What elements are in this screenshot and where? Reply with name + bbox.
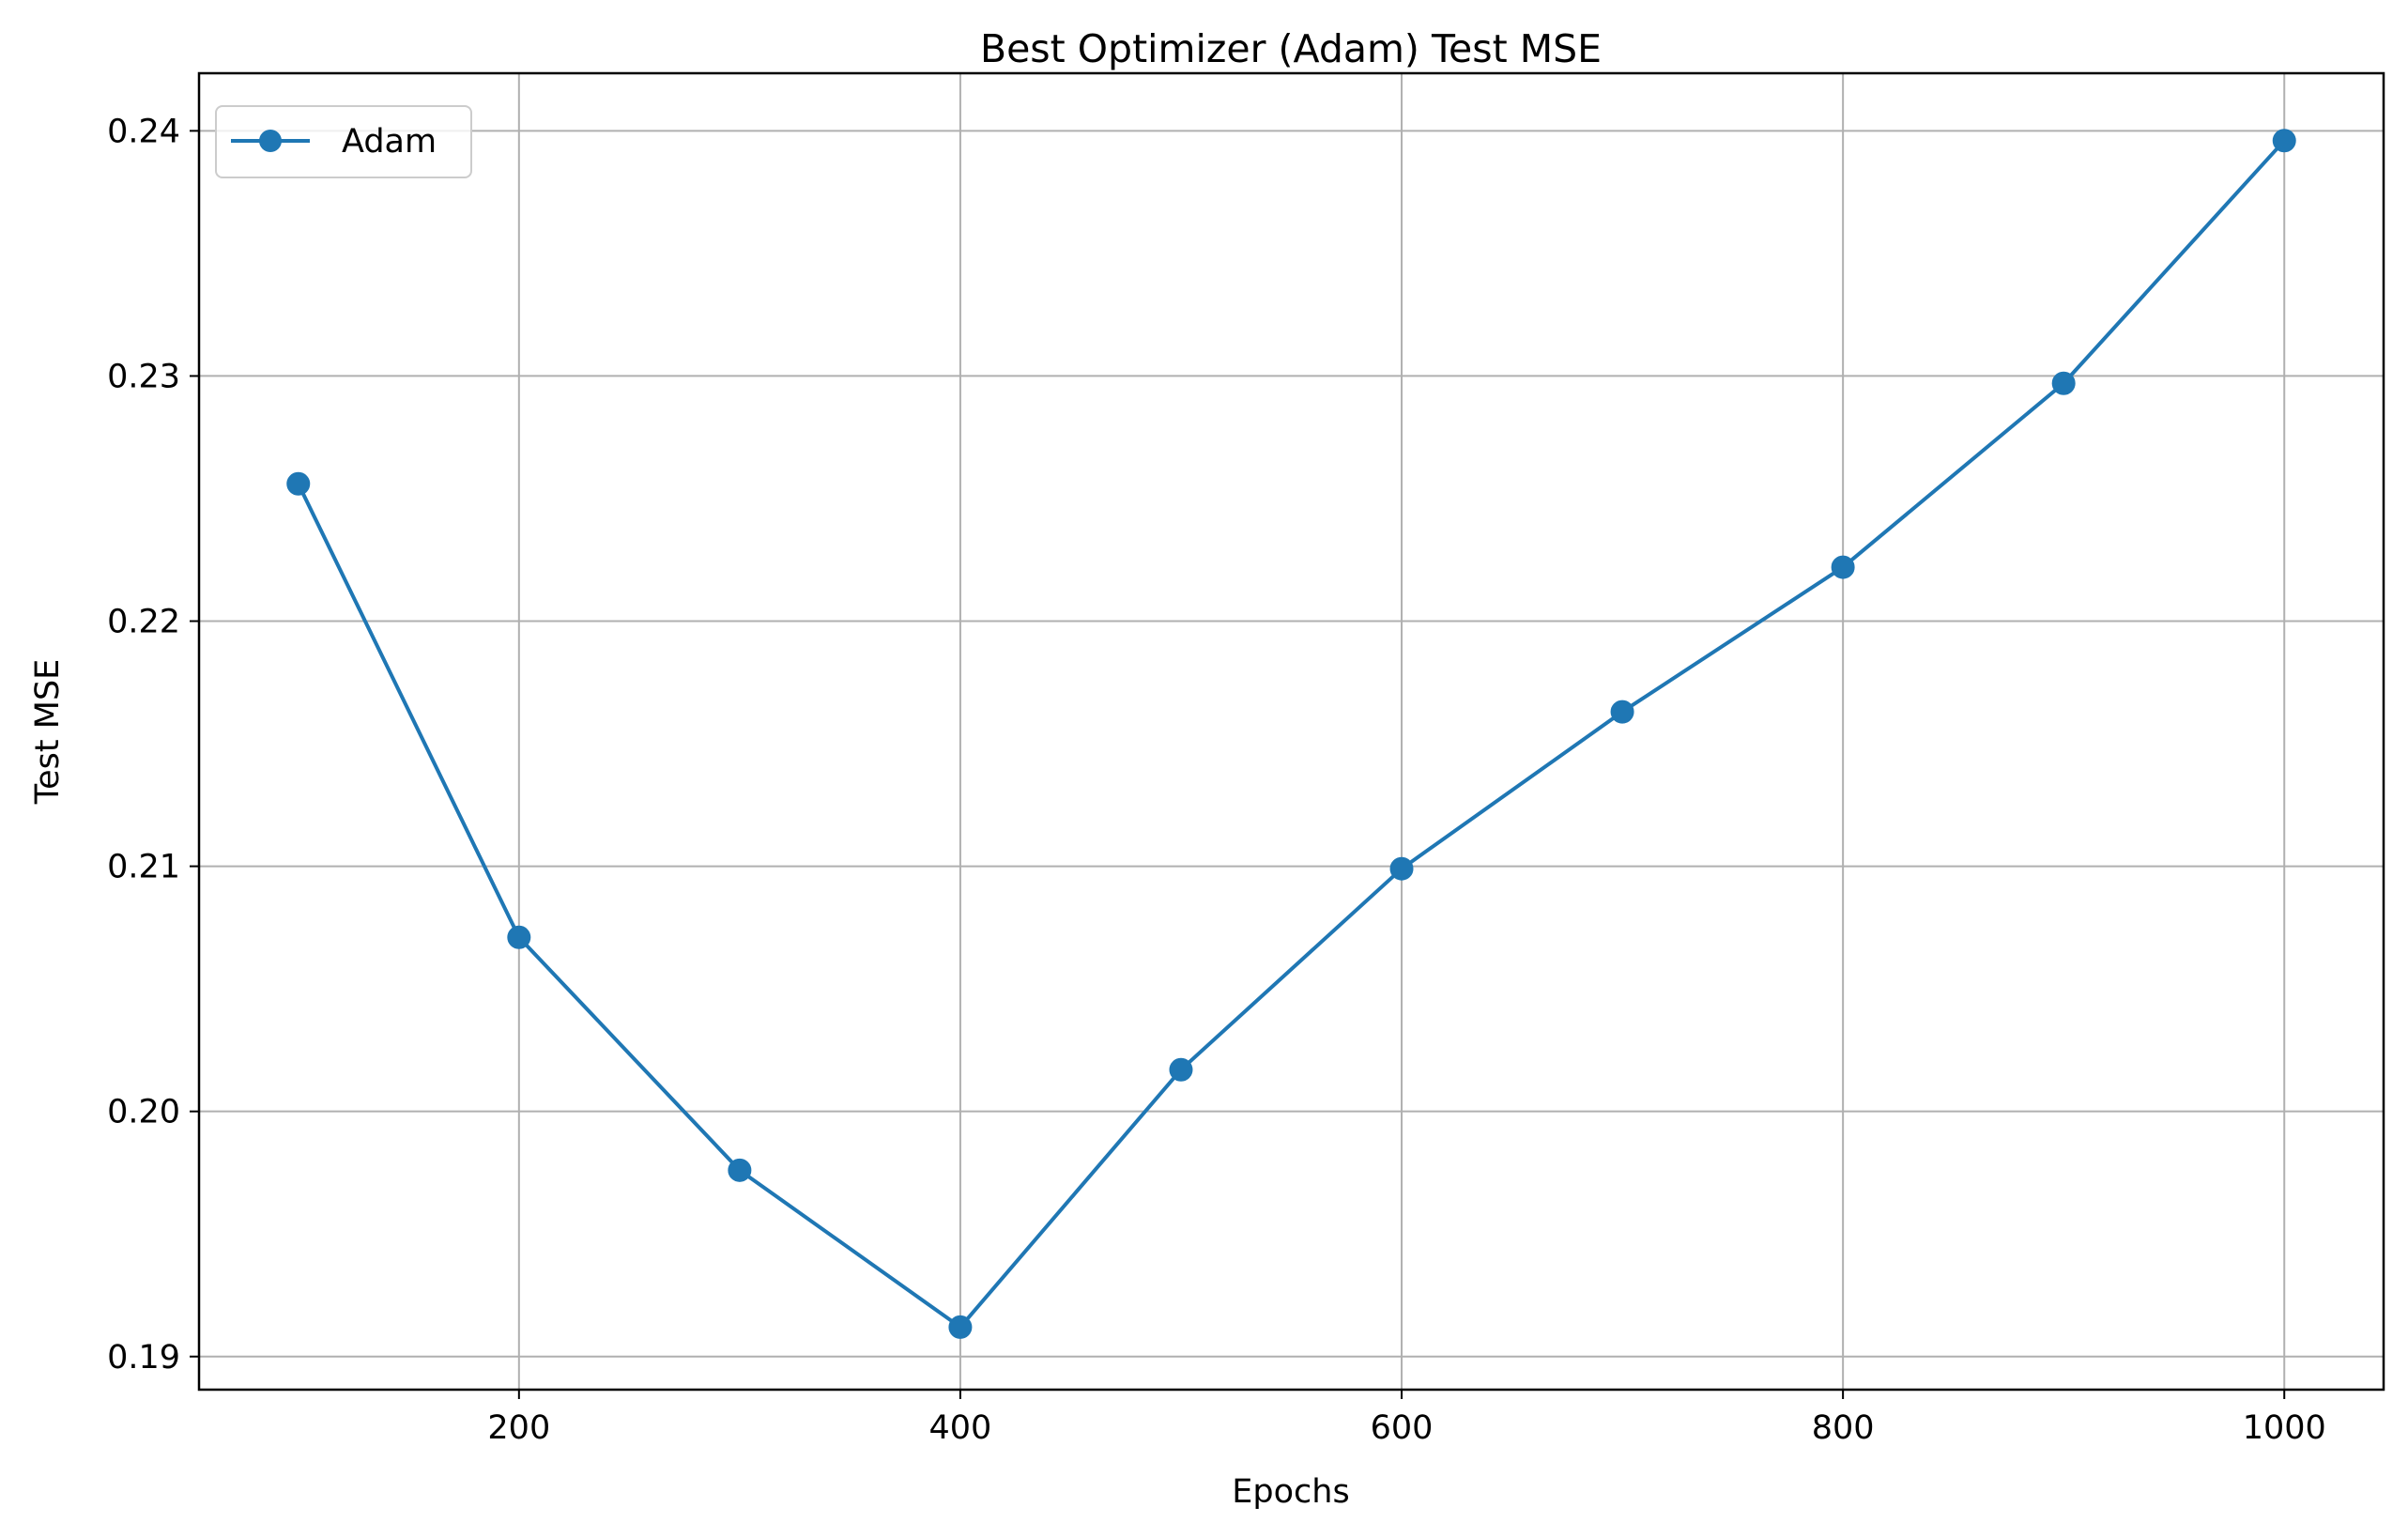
x-tick-label: 800	[1812, 1409, 1875, 1447]
x-tick-label: 600	[1371, 1409, 1434, 1447]
data-point	[1610, 700, 1634, 724]
data-point	[507, 925, 531, 949]
data-point	[2272, 129, 2296, 153]
y-axis-label: Test MSE	[29, 659, 67, 806]
data-point	[728, 1158, 752, 1182]
legend-label-adam: Adam	[342, 123, 437, 161]
data-point	[1169, 1057, 1193, 1082]
y-tick-label: 0.23	[107, 358, 180, 395]
series-layer	[286, 129, 2296, 1339]
x-tick-label: 400	[929, 1409, 992, 1447]
ticks: 200 400 600 800 1000 0.19 0.20 0.21 0.22 0.23 0.24	[107, 113, 2326, 1447]
x-tick-label: 200	[487, 1409, 550, 1447]
data-point	[2051, 371, 2076, 395]
x-axis-label: Epochs	[1232, 1473, 1349, 1511]
data-point	[948, 1315, 973, 1339]
y-tick-label: 0.24	[107, 113, 180, 150]
y-tick-label: 0.21	[107, 849, 180, 886]
y-tick-label: 0.20	[107, 1094, 180, 1131]
data-point	[1389, 856, 1414, 881]
x-tick-label: 1000	[2243, 1409, 2326, 1447]
y-tick-label: 0.19	[107, 1339, 180, 1377]
legend-box	[215, 105, 472, 178]
y-tick-label: 0.22	[107, 604, 180, 641]
data-point	[1831, 555, 1855, 579]
chart-title: Best Optimizer (Adam) Test MSE	[980, 26, 1602, 71]
legend-marker	[259, 130, 282, 152]
data-point	[286, 471, 311, 496]
series-line-adam	[296, 137, 2288, 1330]
legend: Adam	[215, 105, 472, 178]
plot-frame	[197, 71, 2385, 1392]
grid	[199, 73, 2384, 1390]
